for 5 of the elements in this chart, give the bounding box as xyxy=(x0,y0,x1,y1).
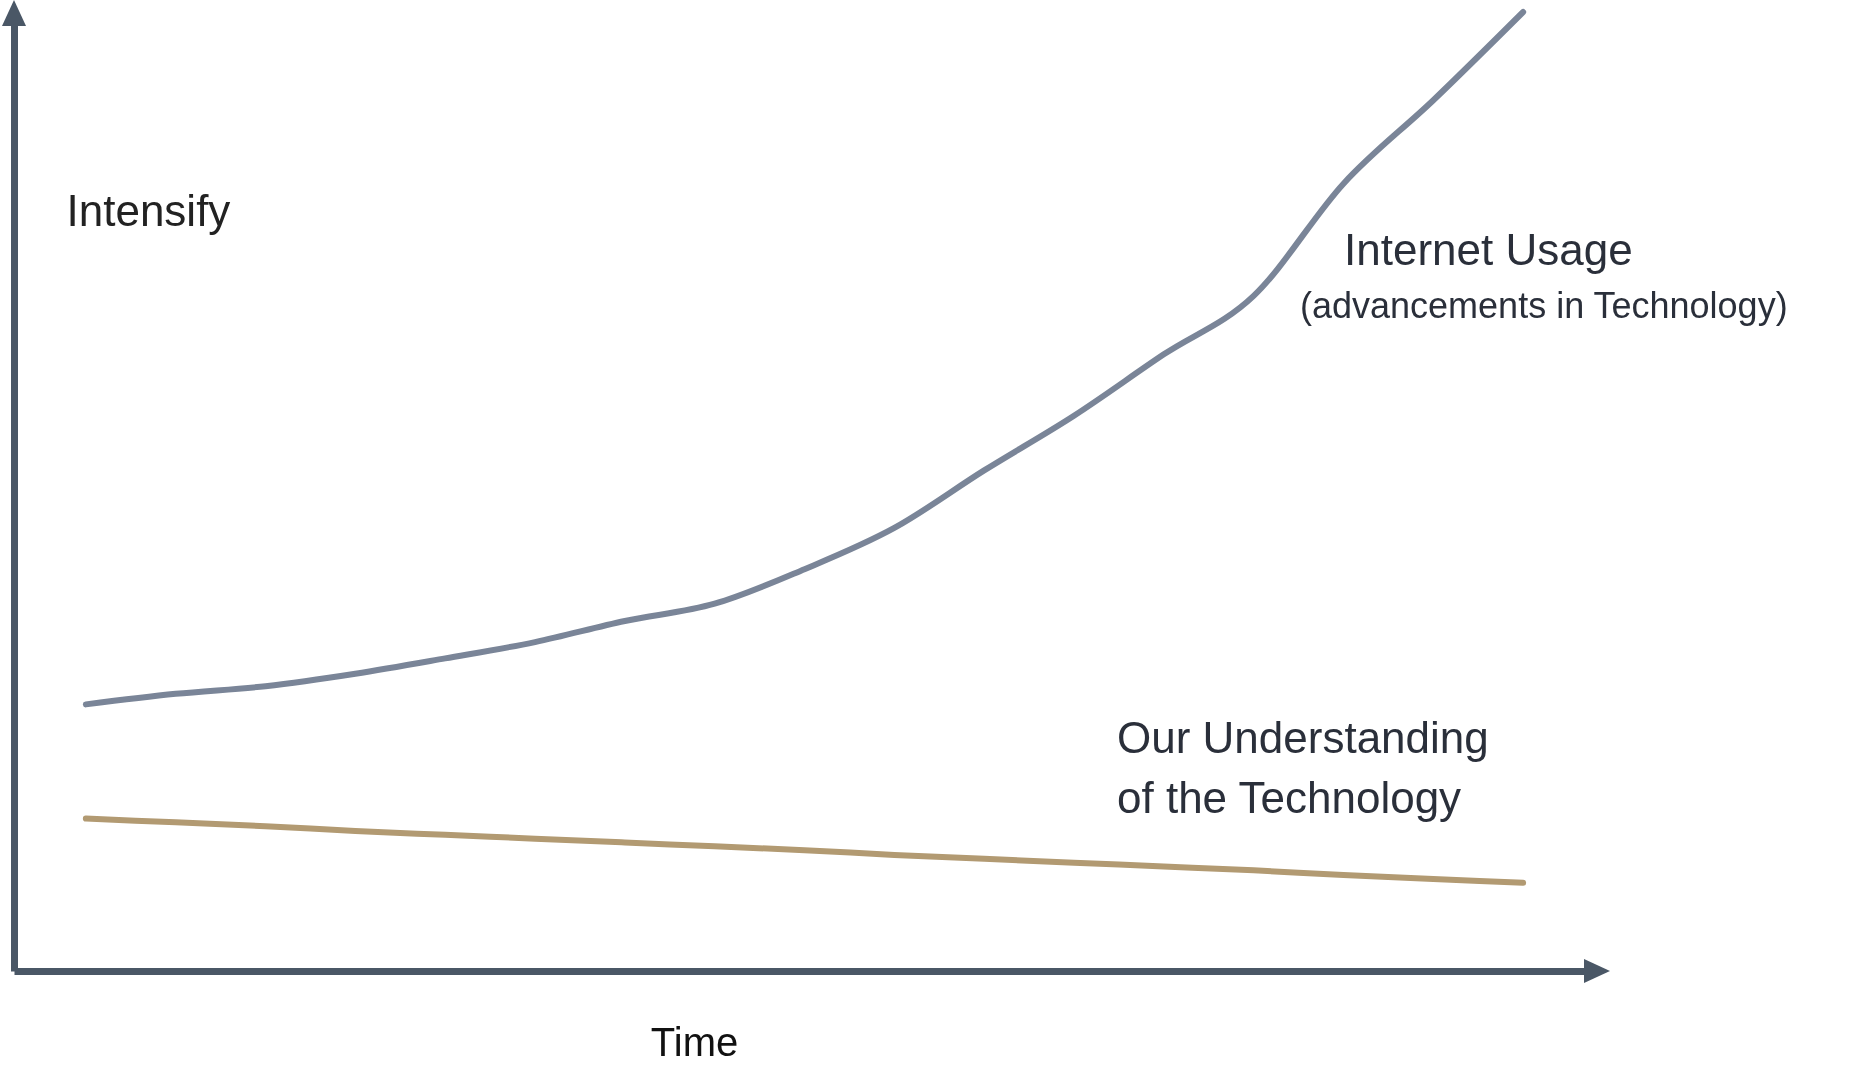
x-axis-title: Time xyxy=(650,1019,739,1064)
series-label: Internet Usage xyxy=(1344,225,1633,274)
series-label: Our Understanding of the Technology xyxy=(1117,713,1489,822)
y-axis-title: Intensify xyxy=(66,185,231,235)
annotation: (advancements in Technology) xyxy=(1300,285,1788,326)
